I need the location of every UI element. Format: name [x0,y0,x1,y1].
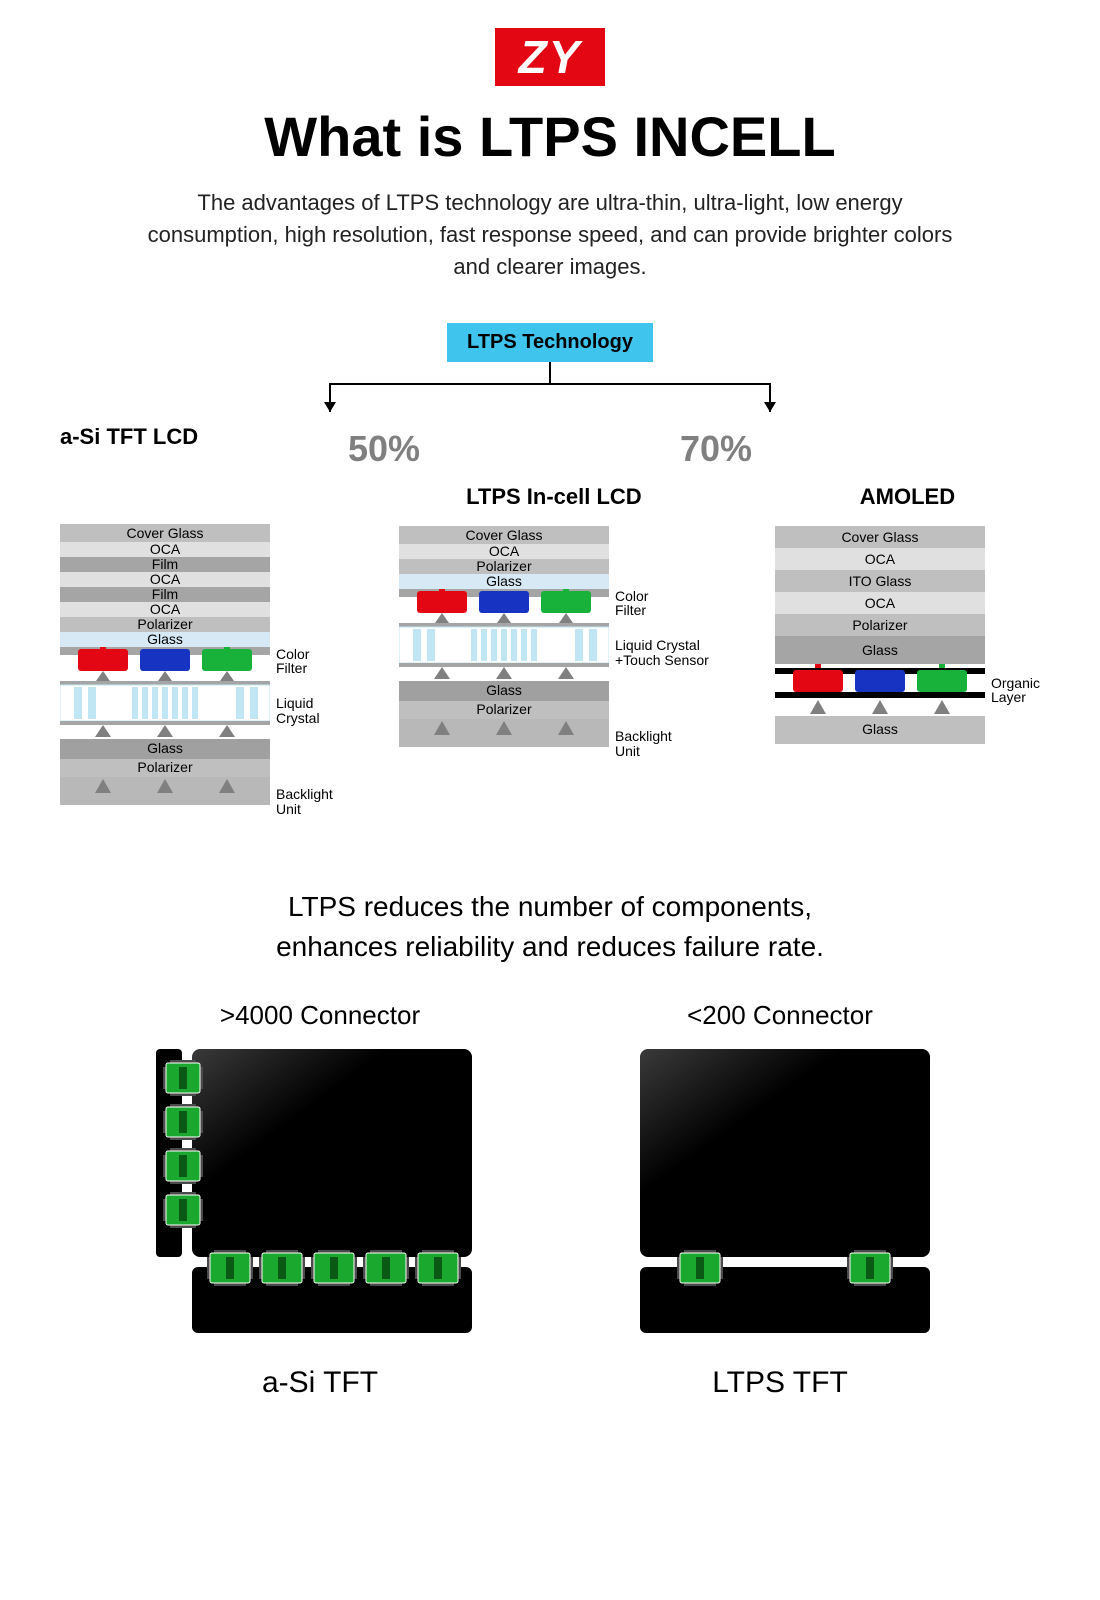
svg-text:Glass: Glass [486,682,522,698]
connector-left-title: >4000 Connector [150,1000,490,1031]
mid-text: LTPS reduces the number of components, e… [60,887,1040,968]
layer-side-label: BacklightUnit [276,787,333,816]
layer: Cover Glass [399,526,609,544]
connector-right-title: <200 Connector [610,1000,950,1031]
ltps-body-svg: Glass Polarizer [399,589,609,749]
layer: Polarizer [399,559,609,574]
stack-asi: a-Si TFT LCD Cover GlassOCAFilmOCAFilmOC… [60,484,333,817]
description: The advantages of LTPS technology are ul… [140,187,960,283]
svg-text:Polarizer: Polarizer [476,701,532,717]
layer: Film [60,557,270,572]
mid-text-line2: enhances reliability and reduces failure… [276,931,824,962]
connector-right-bottom: LTPS TFT [610,1366,950,1400]
layer-side-label: ColorFilter [615,589,709,618]
layer: OCA [60,542,270,557]
ltps-technology-badge: LTPS Technology [447,323,653,362]
layer: OCA [775,548,985,570]
stack-ltps: LTPS In-cell LCD Cover GlassOCAPolarizer… [399,484,709,759]
layer-side-label: OrganicLayer [991,676,1040,705]
layer: Cover Glass [60,524,270,542]
layer: Glass [775,636,985,664]
svg-text:Polarizer: Polarizer [137,759,193,775]
connector-left-bottom: a-Si TFT [150,1366,490,1400]
layer-side-label: ColorFilter [276,647,333,676]
layer: OCA [60,572,270,587]
stack-amoled-title: AMOLED [860,484,955,510]
layer-side-label: BacklightUnit [615,729,709,758]
layer: Cover Glass [775,526,985,548]
layer: Polarizer [775,614,985,636]
percent-row: 50% 70% [60,428,1040,470]
layer: Glass [60,632,270,647]
layer: ITO Glass [775,570,985,592]
logo-wrap: ZY [60,28,1040,86]
connector-right-diagram [610,1043,950,1343]
stack-ltps-title: LTPS In-cell LCD [466,484,642,510]
page-title: What is LTPS INCELL [60,104,1040,169]
connector-left-diagram [150,1043,490,1343]
branch-diagram [270,362,830,432]
brand-logo: ZY [495,28,606,86]
svg-text:Glass: Glass [862,721,898,737]
layer-side-label: Liquid Crystal+Touch Sensor [615,638,709,667]
connector-left: >4000 Connector [150,1000,490,1400]
mid-text-line1: LTPS reduces the number of components, [288,891,812,922]
percent-left: 50% [348,428,420,470]
layer-side-label: LiquidCrystal [276,696,333,725]
asi-body-svg: Glass Polarizer [60,647,270,807]
svg-text:Glass: Glass [147,740,183,756]
percent-right: 70% [680,428,752,470]
layer: OCA [399,544,609,559]
layer: OCA [60,602,270,617]
amoled-body-svg: Glass [775,664,985,754]
layer: OCA [775,592,985,614]
stack-amoled: AMOLED Cover GlassOCAITO GlassOCAPolariz… [775,484,1040,759]
layer: Film [60,587,270,602]
stack-asi-title: a-Si TFT LCD [60,424,198,450]
layer: Glass [399,574,609,589]
layer: Polarizer [60,617,270,632]
connector-right: <200 Connector LTPS TFT [610,1000,950,1400]
